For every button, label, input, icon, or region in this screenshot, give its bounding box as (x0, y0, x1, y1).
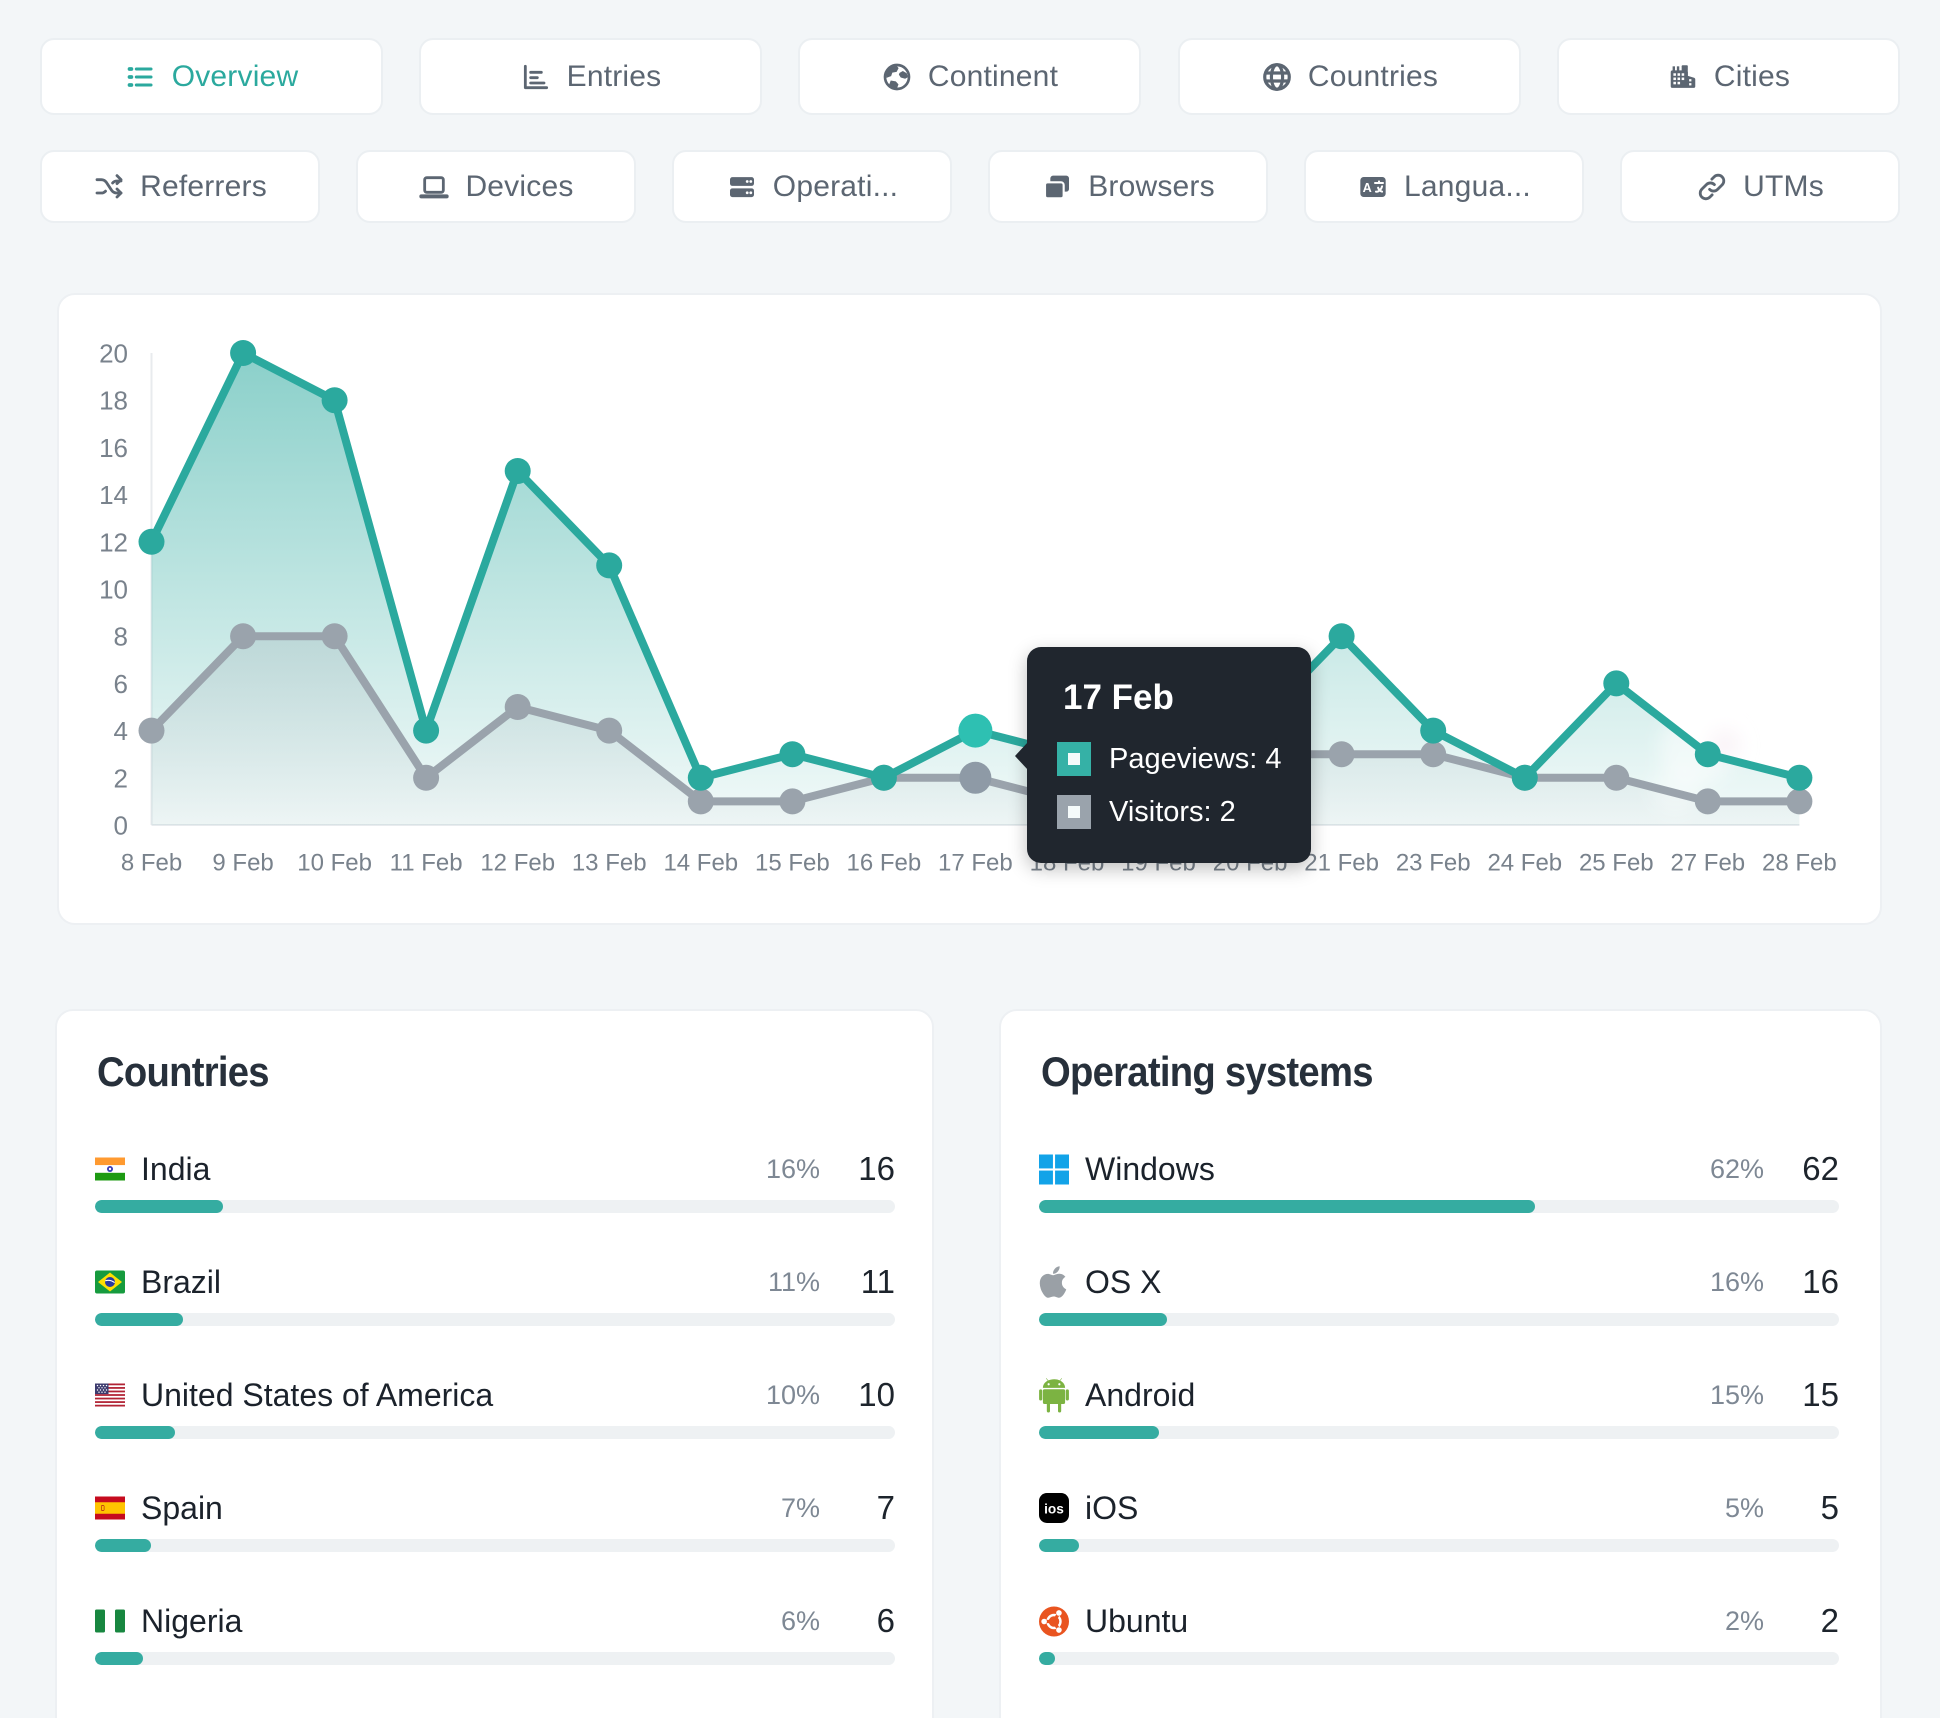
svg-text:8 Feb: 8 Feb (121, 850, 182, 877)
svg-text:4: 4 (114, 716, 128, 746)
svg-text:6: 6 (114, 669, 128, 699)
svg-text:2: 2 (114, 763, 128, 793)
svg-text:20: 20 (99, 339, 128, 369)
svg-text:25 Feb: 25 Feb (1579, 850, 1654, 877)
svg-text:12: 12 (99, 527, 128, 557)
svg-text:13 Feb: 13 Feb (572, 850, 647, 877)
svg-text:24 Feb: 24 Feb (1487, 850, 1562, 877)
svg-text:16: 16 (99, 433, 128, 463)
svg-text:23 Feb: 23 Feb (1396, 850, 1471, 877)
svg-text:8: 8 (114, 622, 128, 652)
svg-text:0: 0 (114, 811, 128, 841)
svg-text:27 Feb: 27 Feb (1670, 850, 1745, 877)
svg-text:18: 18 (99, 386, 128, 416)
svg-text:9 Feb: 9 Feb (212, 850, 273, 877)
svg-text:11 Feb: 11 Feb (390, 850, 463, 877)
svg-text:14: 14 (99, 480, 128, 510)
svg-text:21 Feb: 21 Feb (1304, 850, 1379, 877)
svg-text:16 Feb: 16 Feb (847, 850, 922, 877)
svg-text:15 Feb: 15 Feb (755, 850, 830, 877)
svg-text:A: A (1363, 181, 1372, 195)
svg-text:28 Feb: 28 Feb (1762, 850, 1837, 877)
svg-text:10: 10 (99, 575, 128, 605)
svg-text:12 Feb: 12 Feb (480, 850, 555, 877)
svg-text:ios: ios (1044, 1502, 1064, 1517)
svg-text:17 Feb: 17 Feb (938, 850, 1013, 877)
svg-text:14 Feb: 14 Feb (663, 850, 738, 877)
svg-text:10 Feb: 10 Feb (297, 850, 372, 877)
